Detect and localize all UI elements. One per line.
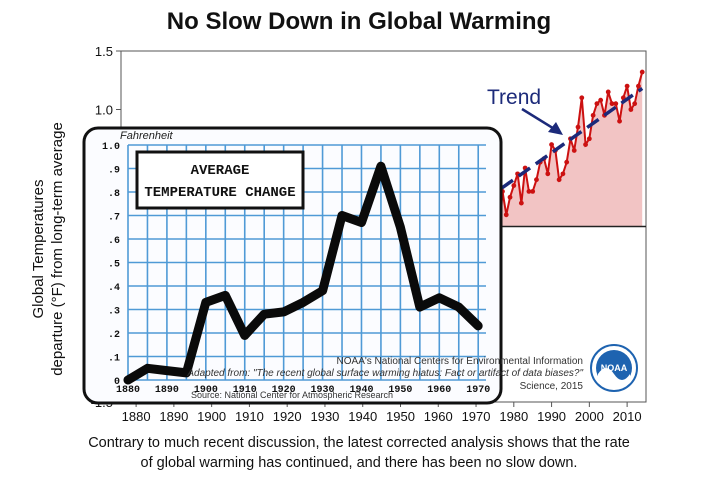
inset-x-tick-label: 1940 (349, 385, 373, 396)
anomaly-point (507, 194, 513, 200)
inset-x-tick-label: 1950 (388, 385, 412, 396)
attribution-line2: Adapted from: "The recent global surface… (186, 368, 583, 379)
inset-y-tick-label: .9 (108, 166, 120, 177)
noaa-logo: NOAA (590, 344, 638, 392)
chart-title: No Slow Down in Global Warming (166, 8, 552, 35)
anomaly-point (530, 189, 536, 194)
inset-x-tick-label: 1930 (311, 385, 335, 396)
inset-title-box (135, 150, 305, 210)
inset-x-tick-label: 1890 (155, 385, 179, 396)
y-tick-label: 1.5 (95, 44, 113, 59)
x-tick-label: 1890 (159, 409, 188, 424)
x-tick-label: 1960 (424, 409, 453, 424)
inset-y-tick-label: .6 (108, 236, 120, 247)
anomaly-point (628, 107, 634, 112)
anomaly-point (511, 183, 517, 188)
noaa-logo-text: NOAA (601, 363, 628, 373)
attribution-line3: Science, 2015 (520, 381, 584, 392)
caption: Contrary to much recent discussion, the … (0, 433, 718, 473)
x-tick-label: 1880 (122, 409, 151, 424)
anomaly-point (617, 118, 622, 124)
anomaly-point (526, 189, 532, 194)
inset-y-tick-label: .2 (108, 330, 120, 341)
inset-y-tick-label: .5 (108, 260, 120, 271)
anomaly-point (549, 142, 554, 148)
anomaly-point (632, 101, 638, 107)
x-tick-label: 1930 (310, 409, 339, 424)
anomaly-point (556, 177, 562, 183)
anomaly-point (545, 171, 551, 177)
inset-x-tick-label: 1960 (427, 385, 451, 396)
trend-arrow-shaft (521, 107, 557, 132)
inset-y-tick-label: .1 (108, 354, 120, 365)
anomaly-point (594, 101, 600, 107)
inset-source: Source: National Center for Atmospheric … (191, 390, 393, 400)
anomaly-point (590, 112, 596, 118)
anomaly-point (605, 89, 611, 95)
inset-title-line1: AVERAGE (191, 163, 250, 179)
x-tick-label: 2010 (613, 409, 642, 424)
inset-y-tick-label: .4 (108, 283, 120, 294)
inset-x-tick-label: 1970 (466, 385, 490, 396)
x-tick-label: 1940 (348, 409, 377, 424)
anomaly-point (639, 69, 645, 75)
inset-y-tick-label: .7 (108, 213, 120, 224)
anomaly-point (613, 101, 619, 107)
x-tick-label: 1970 (462, 409, 491, 424)
anomaly-point (579, 95, 585, 101)
inset-y-tick-label: .3 (108, 307, 120, 318)
x-tick-label: 1950 (386, 409, 415, 424)
x-tick-label: 1990 (537, 409, 566, 424)
anomaly-point (503, 212, 509, 218)
trend-arrow-head (548, 122, 563, 135)
inset-x-tick-label: 1900 (194, 385, 218, 396)
inset-y-tick-label: 0 (114, 377, 120, 388)
anomaly-point (575, 124, 581, 130)
inset-y-tick-label: .8 (108, 189, 120, 200)
anomaly-point (571, 148, 577, 153)
trend-label: Trend (487, 86, 541, 109)
anomaly-point (583, 142, 588, 148)
x-tick-label: 1900 (197, 409, 226, 424)
caption-line1: Contrary to much recent discussion, the … (88, 435, 630, 451)
inset-title-line2: TEMPERATURE CHANGE (144, 185, 295, 201)
noaa-logo-wave (598, 368, 630, 387)
inset-data-line (123, 161, 483, 385)
x-tick-label: 2000 (575, 409, 604, 424)
attribution-line1: NOAA's National Centers for Environmenta… (337, 356, 583, 367)
x-tick-label: 1980 (499, 409, 528, 424)
caption-line2: of global warming has continued, and the… (140, 455, 578, 471)
anomaly-point (518, 200, 524, 206)
inset-x-tick-label: 1910 (233, 385, 257, 396)
anomaly-point (534, 177, 539, 183)
inset-x-tick-label: 1920 (272, 385, 296, 396)
anomaly-point (586, 136, 592, 142)
anomaly-point (564, 159, 570, 165)
inset-y-tick-label: 1.0 (102, 142, 120, 153)
x-tick-label: 1920 (273, 409, 302, 424)
anomaly-point (624, 83, 630, 89)
y-tick-label: 1.0 (95, 103, 113, 118)
x-tick-label: 1910 (235, 409, 264, 424)
inset-unit-label: Fahrenheit (120, 130, 174, 142)
anomaly-point (636, 83, 641, 89)
anomaly-point (598, 97, 604, 103)
anomaly-point (560, 171, 566, 177)
inset-x-tick-label: 1880 (116, 385, 140, 396)
anomaly-point (609, 101, 615, 107)
